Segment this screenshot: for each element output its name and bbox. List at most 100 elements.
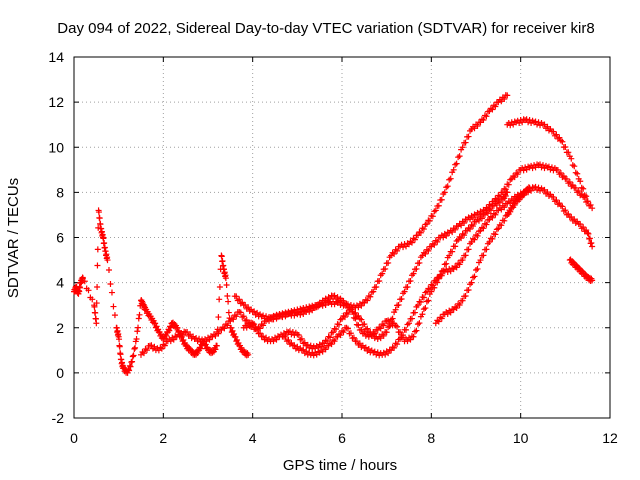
- data-point: [481, 112, 488, 119]
- data-point: [470, 274, 477, 281]
- data-point: [489, 235, 496, 242]
- data-point: [374, 349, 381, 356]
- data-point: [470, 223, 477, 230]
- data-point: [425, 297, 432, 304]
- data-point: [340, 329, 347, 336]
- data-point: [489, 214, 496, 221]
- data-point: [456, 261, 463, 268]
- data-point: [553, 197, 560, 204]
- data-point: [426, 217, 433, 224]
- data-point: [481, 220, 488, 227]
- data-point: [435, 318, 442, 325]
- data-point: [389, 315, 396, 322]
- data-point: [507, 208, 514, 215]
- y-tick-label: 14: [48, 49, 64, 65]
- data-point: [397, 329, 404, 336]
- data-point: [441, 189, 448, 196]
- y-tick-label: -2: [52, 410, 65, 426]
- data-point: [111, 312, 118, 319]
- data-point: [91, 303, 98, 310]
- data-point: [225, 298, 232, 305]
- data-point: [443, 184, 450, 191]
- data-point: [419, 311, 426, 318]
- data-point: [471, 273, 478, 280]
- data-point: [423, 298, 430, 305]
- data-point: [413, 327, 420, 334]
- data-point: [260, 322, 267, 329]
- data-point: [410, 333, 417, 340]
- data-point: [386, 323, 393, 330]
- data-point: [263, 313, 270, 320]
- data-point: [383, 329, 390, 336]
- data-point: [391, 250, 398, 257]
- data-point: [493, 196, 500, 203]
- data-point: [563, 175, 570, 182]
- x-tick-label: 12: [602, 430, 618, 446]
- data-point: [364, 297, 371, 304]
- x-tick-label: 6: [338, 430, 346, 446]
- data-point: [370, 288, 377, 295]
- data-point: [245, 351, 252, 358]
- data-point: [391, 344, 398, 351]
- data-point: [462, 139, 469, 146]
- data-point: [410, 270, 417, 277]
- data-point: [404, 283, 411, 290]
- data-point: [480, 225, 487, 232]
- data-point: [478, 215, 485, 222]
- y-tick-label: 2: [56, 320, 64, 336]
- data-point: [392, 246, 399, 253]
- data-point: [550, 194, 557, 201]
- data-point: [179, 332, 186, 339]
- data-point: [474, 123, 481, 130]
- data-point: [344, 325, 351, 332]
- y-axis-label: SDTVAR / TECUs: [5, 178, 22, 298]
- data-point: [380, 322, 387, 329]
- data-point: [473, 266, 479, 273]
- data-point: [110, 303, 117, 310]
- data-point: [559, 138, 566, 145]
- data-point: [416, 229, 423, 236]
- data-point: [422, 305, 429, 312]
- data-point: [501, 95, 508, 102]
- data-point: [104, 257, 111, 264]
- data-point: [459, 257, 466, 264]
- data-point: [465, 246, 472, 253]
- data-point: [438, 315, 445, 322]
- data-point: [367, 293, 374, 300]
- data-point: [588, 239, 595, 246]
- data-point: [585, 230, 592, 237]
- data-point: [343, 324, 350, 331]
- data-point: [416, 320, 423, 327]
- data-point: [535, 184, 542, 191]
- data-point: [480, 117, 487, 124]
- data-point: [94, 246, 101, 253]
- data-point: [349, 306, 356, 313]
- data-point: [456, 153, 463, 160]
- grid: [74, 57, 610, 418]
- data-point: [127, 363, 134, 370]
- data-point: [193, 335, 200, 342]
- data-point: [411, 236, 418, 243]
- data-point: [470, 214, 477, 221]
- data-point: [343, 300, 350, 307]
- data-point: [258, 333, 265, 340]
- data-point: [425, 247, 432, 254]
- data-point: [540, 162, 546, 169]
- data-point: [411, 328, 418, 335]
- data-point: [126, 362, 133, 369]
- data-point: [158, 345, 165, 352]
- data-point: [92, 309, 99, 316]
- data-point: [257, 330, 264, 337]
- data-point: [587, 201, 594, 208]
- data-point: [420, 294, 427, 301]
- data-point: [501, 204, 508, 211]
- data-point: [550, 128, 557, 135]
- data-point: [441, 261, 448, 268]
- data-point: [394, 247, 401, 254]
- data-point: [134, 328, 141, 335]
- data-point: [459, 144, 466, 151]
- data-point: [373, 283, 380, 290]
- data-point: [231, 330, 238, 337]
- data-point: [474, 232, 481, 239]
